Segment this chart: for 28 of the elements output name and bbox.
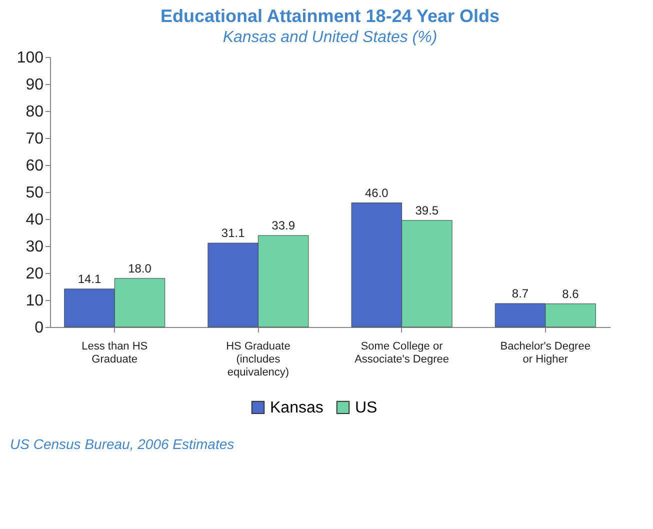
y-tick-label: 50: [26, 184, 44, 202]
legend-label: Kansas: [270, 399, 324, 416]
data-label: 46.0: [364, 186, 389, 200]
data-label: 33.9: [272, 218, 296, 232]
data-label: 8.7: [512, 286, 529, 301]
data-label: 18.0: [128, 261, 152, 276]
x-tick-label: Some College or Associate's Degree: [354, 340, 450, 366]
chart-title: Educational Attainment 18-24 Year Olds: [160, 6, 500, 26]
x-tick-label: HS Graduate (includes equivalency): [226, 340, 290, 378]
data-label: 31.1: [221, 226, 246, 240]
y-tick-label: 10: [26, 292, 44, 310]
legend-label: US: [355, 399, 378, 416]
y-tick-label: 30: [26, 238, 44, 256]
text: US Census Bureau, 2006 Estimates: [10, 436, 234, 452]
data-label: 8.6: [562, 286, 580, 301]
data-label: 39.5: [415, 203, 439, 218]
y-tick-label: 90: [26, 76, 44, 94]
x-tick-label: Less than HS Graduate: [82, 340, 148, 366]
x-tick-label: Bachelor's Degree or Higher: [500, 340, 590, 366]
y-tick-label: 80: [26, 104, 44, 120]
chart-subtitle: Kansas and United States (%): [222, 29, 438, 46]
y-tick-label: 40: [26, 212, 44, 228]
y-tick-label: 100: [16, 50, 44, 66]
y-tick-label: 20: [26, 266, 44, 282]
y-tick-label: 60: [26, 158, 44, 174]
y-tick-label: 0: [34, 320, 44, 336]
data-label: 14.1: [78, 272, 102, 286]
y-tick-label: 70: [26, 130, 44, 148]
